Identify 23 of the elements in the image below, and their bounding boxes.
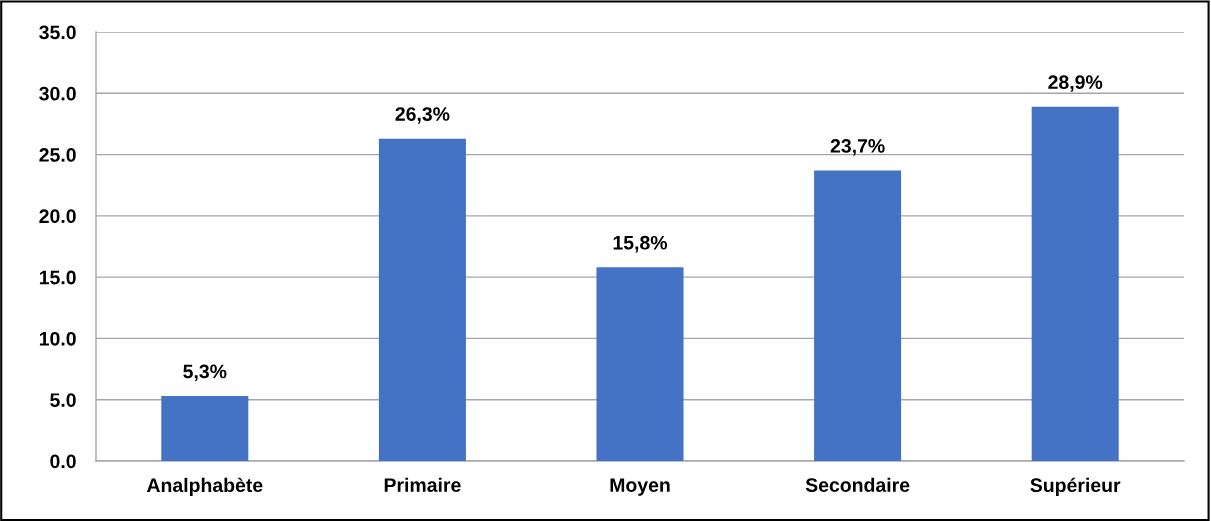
- y-tick-label: 0.0: [50, 454, 76, 469]
- y-tick-label: 20.0: [39, 209, 76, 224]
- data-label: 26,3%: [395, 107, 450, 124]
- data-label: 23,7%: [830, 139, 885, 156]
- y-tick-label: 5.0: [50, 393, 76, 407]
- data-label: 28,9%: [1048, 75, 1103, 92]
- y-tick-label: 35.0: [39, 25, 76, 40]
- data-label: 15,8%: [613, 235, 668, 253]
- x-tick-label: Supérieur: [1030, 477, 1121, 496]
- y-tick-label: 10.0: [39, 331, 76, 346]
- bar: [161, 396, 249, 461]
- y-tick-label: 15.0: [39, 270, 76, 285]
- y-tick-label: 25.0: [39, 148, 76, 162]
- bar: [1031, 106, 1119, 461]
- x-tick-label: Analphabète: [146, 477, 263, 496]
- bar: [814, 170, 902, 461]
- x-tick-label: Primaire: [384, 477, 461, 492]
- bar: [596, 267, 684, 461]
- x-tick-label: Moyen: [610, 478, 670, 496]
- y-tick-label: 30.0: [39, 86, 76, 101]
- data-label: 5,3%: [183, 364, 227, 382]
- bar: [378, 138, 466, 461]
- x-tick-label: Secondaire: [805, 477, 910, 492]
